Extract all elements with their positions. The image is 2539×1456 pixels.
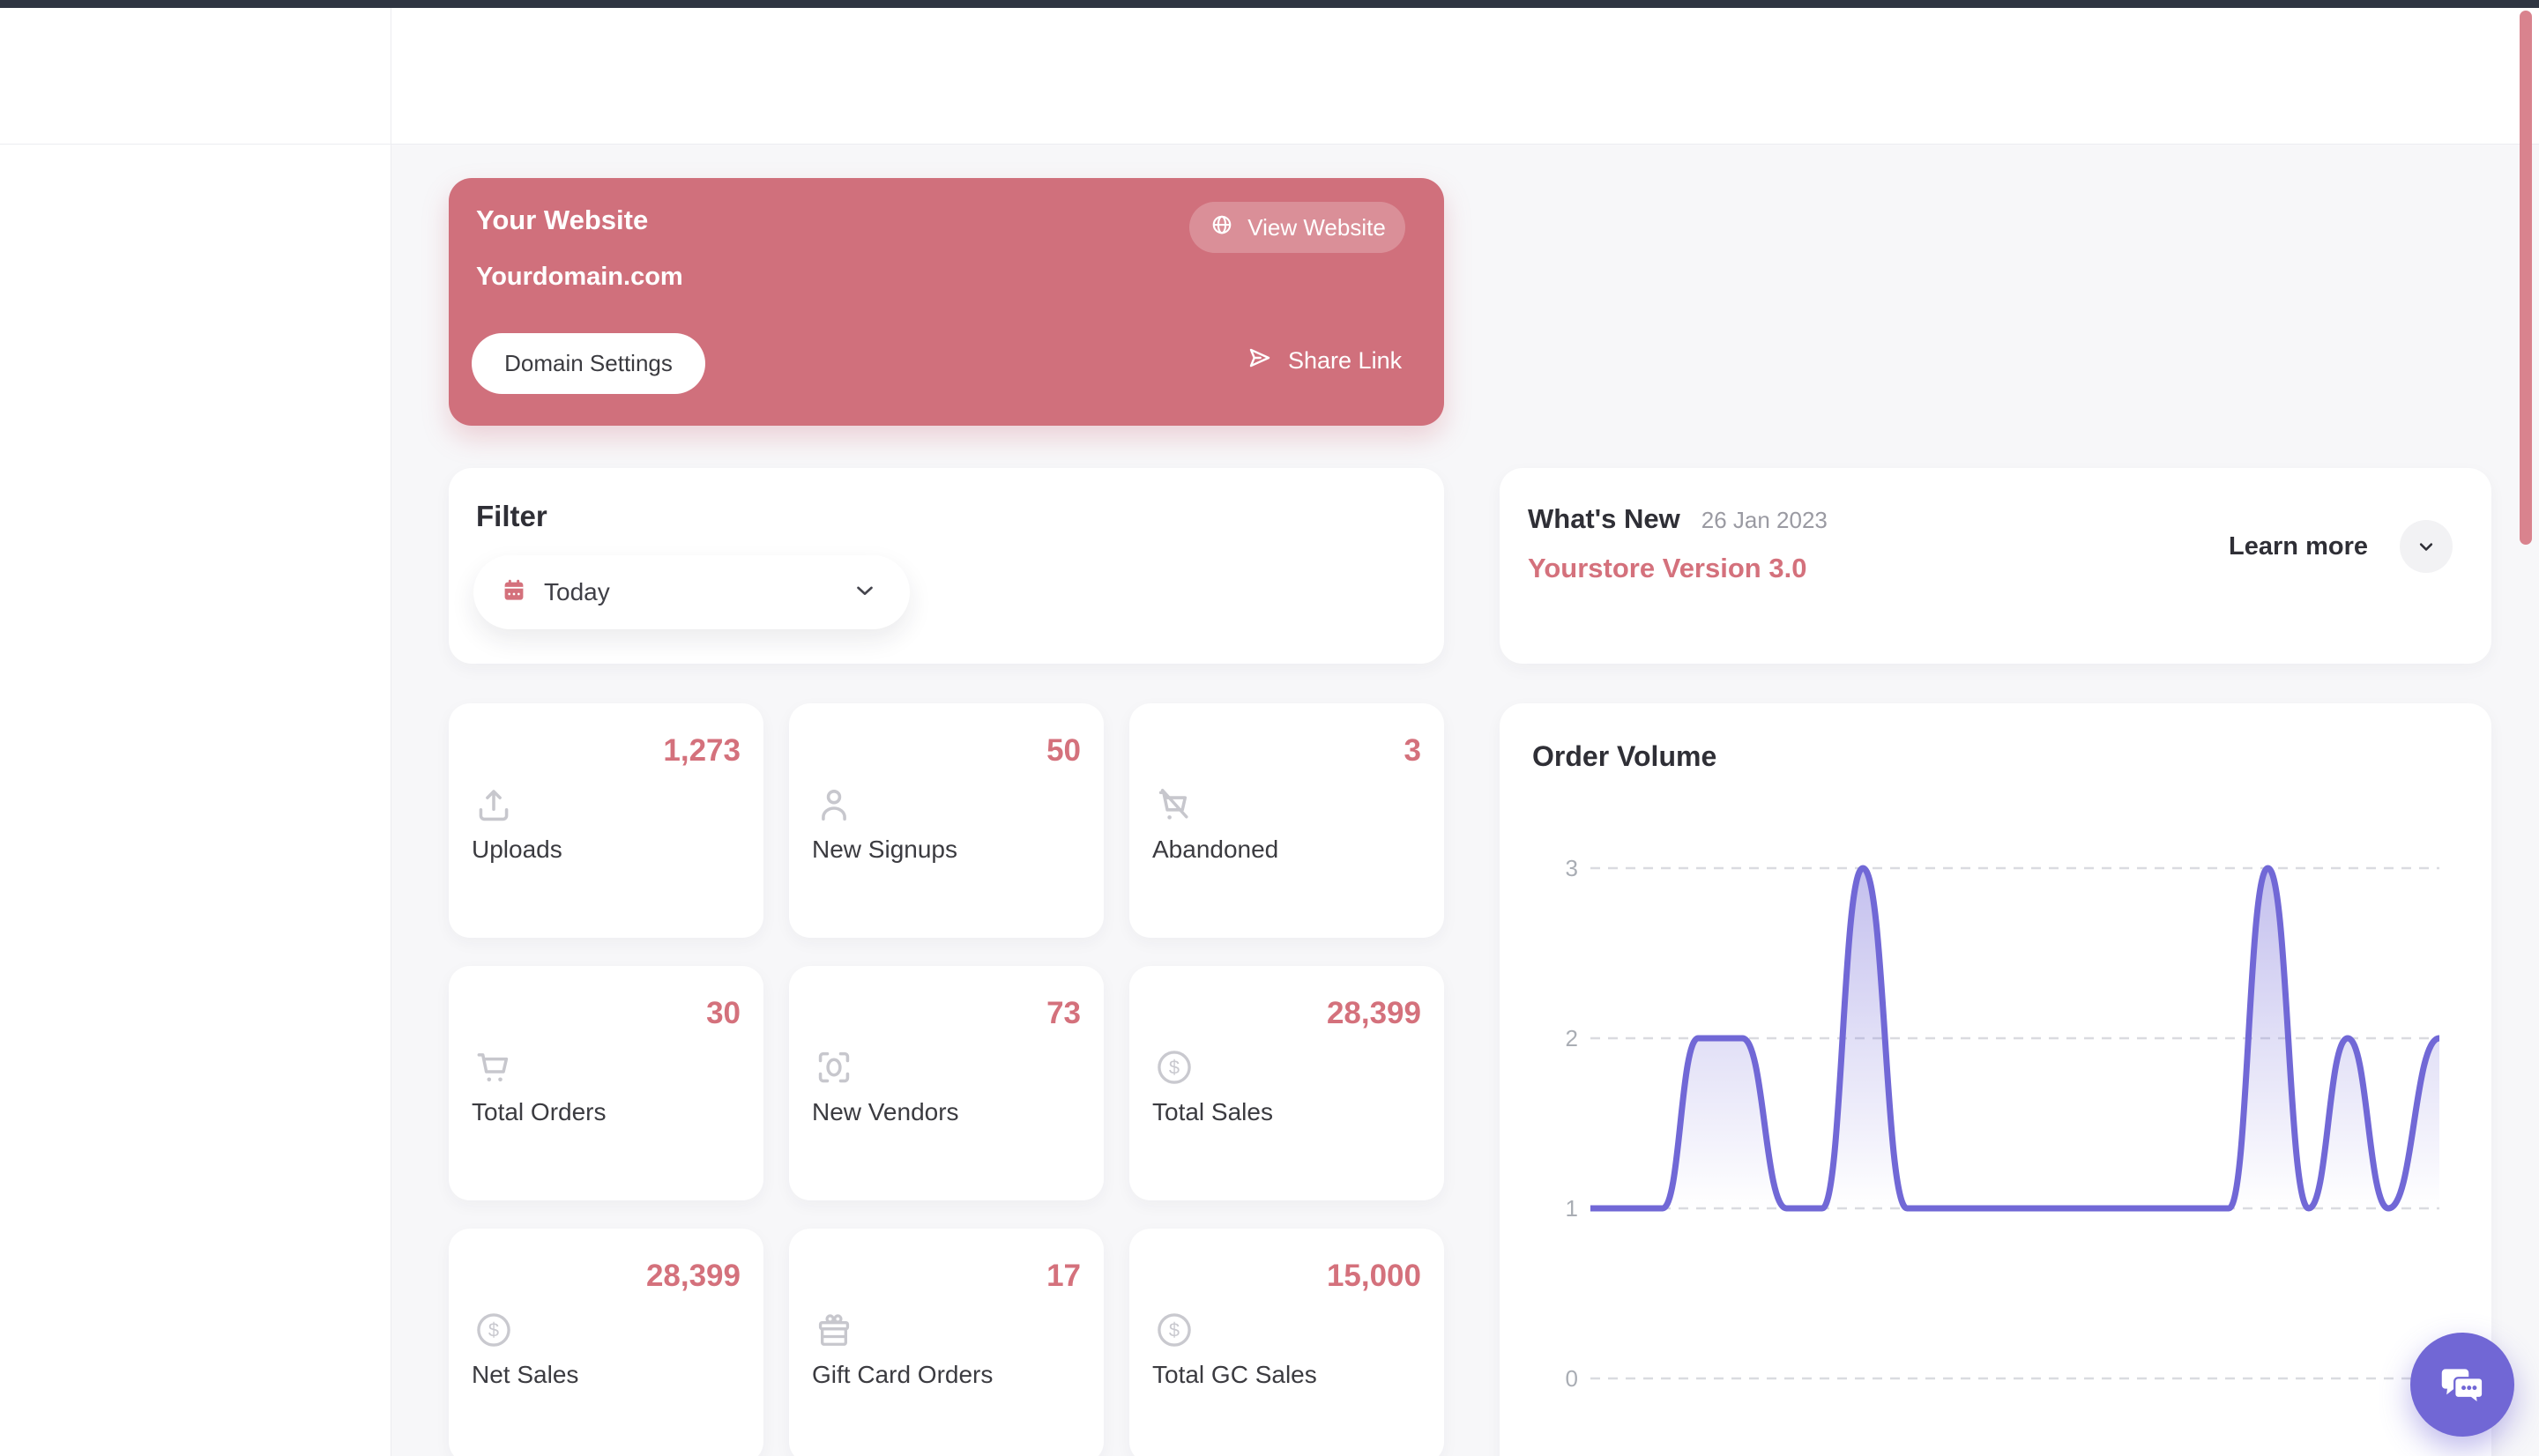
- stat-card-uploads: 1,273 Uploads: [449, 703, 763, 938]
- whats-new-header: What's New 26 Jan 2023: [1528, 503, 1828, 535]
- gift-icon: [812, 1308, 856, 1352]
- view-website-label: View Website: [1247, 213, 1386, 241]
- view-website-button[interactable]: View Website: [1189, 202, 1405, 253]
- sidebar: [0, 8, 391, 1456]
- stat-label: Total GC Sales: [1152, 1361, 1317, 1388]
- filter-title: Filter: [476, 500, 547, 532]
- cart-icon: [472, 1045, 516, 1089]
- learn-more-expand-button[interactable]: [2400, 520, 2453, 573]
- whats-new-card: What's New 26 Jan 2023 Yourstore Version…: [1500, 468, 2491, 664]
- page-scrollbar-thumb[interactable]: [2520, 11, 2532, 545]
- stat-value: 28,399: [1326, 996, 1421, 1030]
- whats-new-title: What's New: [1528, 503, 1680, 534]
- order-volume-card: Order Volume 3 2 1 0: [1500, 703, 2491, 1456]
- whats-new-highlight: Yourstore Version 3.0: [1528, 553, 1807, 583]
- website-card-title: Your Website: [476, 204, 649, 235]
- calendar-icon: [500, 576, 528, 609]
- dollar-circle-icon: $: [1152, 1308, 1196, 1352]
- stat-label: Total Sales: [1152, 1098, 1273, 1125]
- svg-text:$: $: [1169, 1057, 1180, 1079]
- whats-new-date: 26 Jan 2023: [1701, 507, 1828, 533]
- stat-value: 50: [1046, 733, 1081, 768]
- stat-card-new-signups: 50 New Signups: [789, 703, 1104, 938]
- svg-text:$: $: [488, 1319, 499, 1341]
- domain-settings-button[interactable]: Domain Settings: [472, 333, 705, 394]
- y-axis-tick: 3: [1565, 855, 1578, 881]
- y-axis-tick: 2: [1565, 1025, 1578, 1051]
- stat-label: Uploads: [472, 836, 562, 863]
- chevron-down-icon: [852, 577, 878, 608]
- person-icon: [812, 783, 856, 827]
- top-header: [391, 8, 2539, 145]
- globe-icon: [1209, 212, 1235, 244]
- stats-grid: 1,273 Uploads 50 New Signups 3 Abandoned…: [449, 703, 1444, 1456]
- window-top-strip: [0, 0, 2539, 8]
- stat-label: Gift Card Orders: [812, 1361, 994, 1388]
- dollar-circle-icon: $: [472, 1308, 516, 1352]
- stat-label: New Signups: [812, 836, 957, 863]
- vendor-scan-icon: [812, 1045, 856, 1089]
- stat-card-new-vendors: 73 New Vendors: [789, 966, 1104, 1200]
- header-divider: [0, 144, 2539, 145]
- dollar-circle-icon: $: [1152, 1045, 1196, 1089]
- your-website-card: Your Website Yourdomain.com View Website…: [449, 178, 1444, 426]
- y-axis-tick: 0: [1565, 1365, 1578, 1392]
- chat-fab-button[interactable]: [2410, 1333, 2514, 1437]
- date-filter-dropdown[interactable]: Today: [473, 555, 910, 629]
- stat-value: 1,273: [663, 733, 741, 768]
- learn-more-link[interactable]: Learn more: [2229, 531, 2368, 561]
- share-link-label: Share Link: [1288, 347, 1403, 374]
- filter-card: Filter Today: [449, 468, 1444, 664]
- stat-value: 17: [1046, 1259, 1081, 1293]
- y-axis-tick: 1: [1565, 1195, 1578, 1222]
- stat-value: 3: [1404, 733, 1421, 768]
- order-volume-chart: [1590, 865, 2439, 1380]
- upload-icon: [472, 783, 516, 827]
- stat-value: 73: [1046, 996, 1081, 1030]
- stat-label: Net Sales: [472, 1361, 579, 1388]
- domain-settings-label: Domain Settings: [504, 350, 673, 376]
- stat-label: Total Orders: [472, 1098, 607, 1125]
- chart-title: Order Volume: [1532, 740, 1717, 772]
- stat-label: New Vendors: [812, 1098, 959, 1125]
- share-link-button[interactable]: Share Link: [1246, 344, 1402, 378]
- date-filter-value: Today: [544, 578, 610, 605]
- svg-text:$: $: [1169, 1319, 1180, 1341]
- send-icon: [1246, 344, 1274, 378]
- stat-value: 15,000: [1326, 1259, 1421, 1293]
- stat-card-abandoned: 3 Abandoned: [1129, 703, 1444, 938]
- stat-value: 30: [706, 996, 741, 1030]
- stat-card-total-orders: 30 Total Orders: [449, 966, 763, 1200]
- stat-label: Abandoned: [1152, 836, 1279, 863]
- stat-card-net-sales: 28,399 $ Net Sales: [449, 1229, 763, 1456]
- chart-line: [1590, 865, 2439, 1212]
- website-domain: Yourdomain.com: [476, 263, 683, 291]
- learn-more-group: Learn more: [2229, 520, 2453, 573]
- cart-x-icon: [1152, 783, 1196, 827]
- stat-card-total-sales: 28,399 $ Total Sales: [1129, 966, 1444, 1200]
- stat-value: 28,399: [645, 1259, 741, 1293]
- stat-card-total-gc-sales: 15,000 $ Total GC Sales: [1129, 1229, 1444, 1456]
- stat-card-gift-card-orders: 17 Gift Card Orders: [789, 1229, 1104, 1456]
